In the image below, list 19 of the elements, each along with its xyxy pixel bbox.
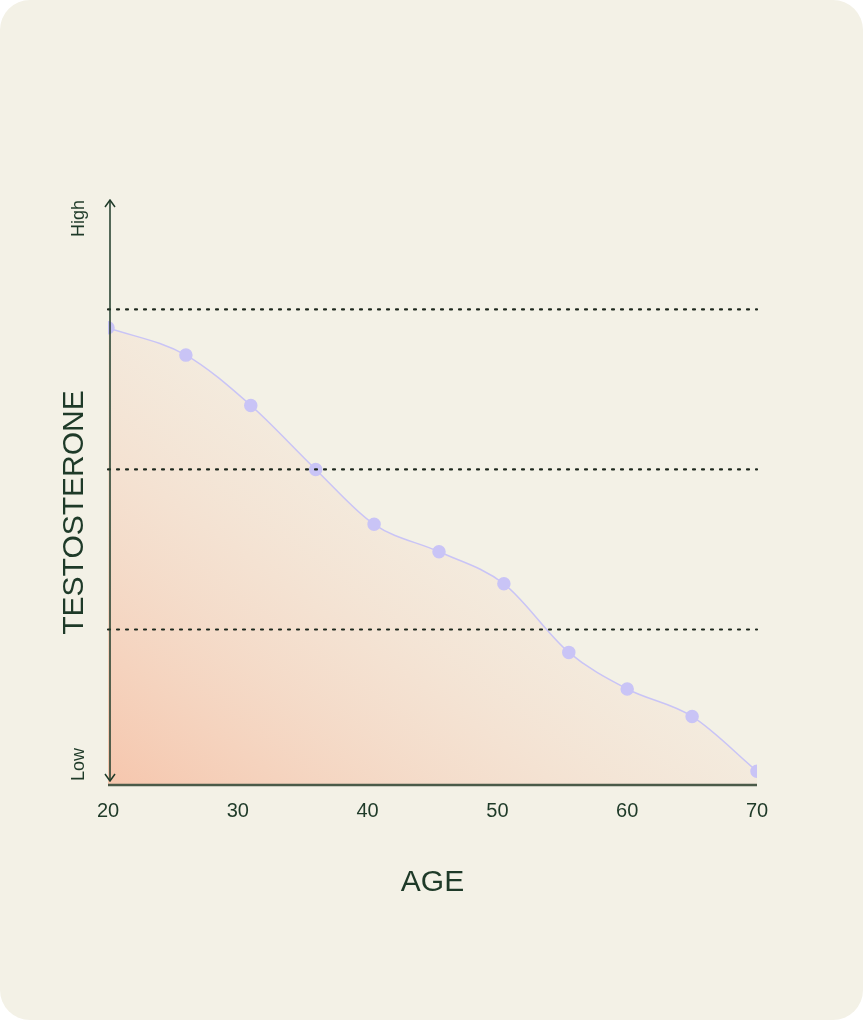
point: [562, 645, 576, 660]
point: [308, 462, 323, 477]
point: [620, 682, 634, 696]
x-tick-label: 70: [745, 798, 769, 821]
point: [244, 398, 258, 413]
text: Low: [67, 746, 88, 781]
x-axis-title: AGE: [400, 864, 465, 898]
point: [497, 577, 511, 591]
point: [179, 348, 193, 362]
x-tick-label: 30: [226, 798, 249, 821]
x-tick-label: 20: [96, 798, 120, 821]
x-tick-label: 40: [356, 798, 379, 821]
y-axis-title: TESTOSTERONE: [56, 390, 90, 635]
x-tick-label: 50: [486, 798, 509, 821]
x-tick-label: 60: [616, 798, 639, 821]
point: [367, 517, 381, 532]
point: [432, 545, 446, 559]
text: High: [67, 200, 88, 238]
point: [685, 709, 699, 724]
